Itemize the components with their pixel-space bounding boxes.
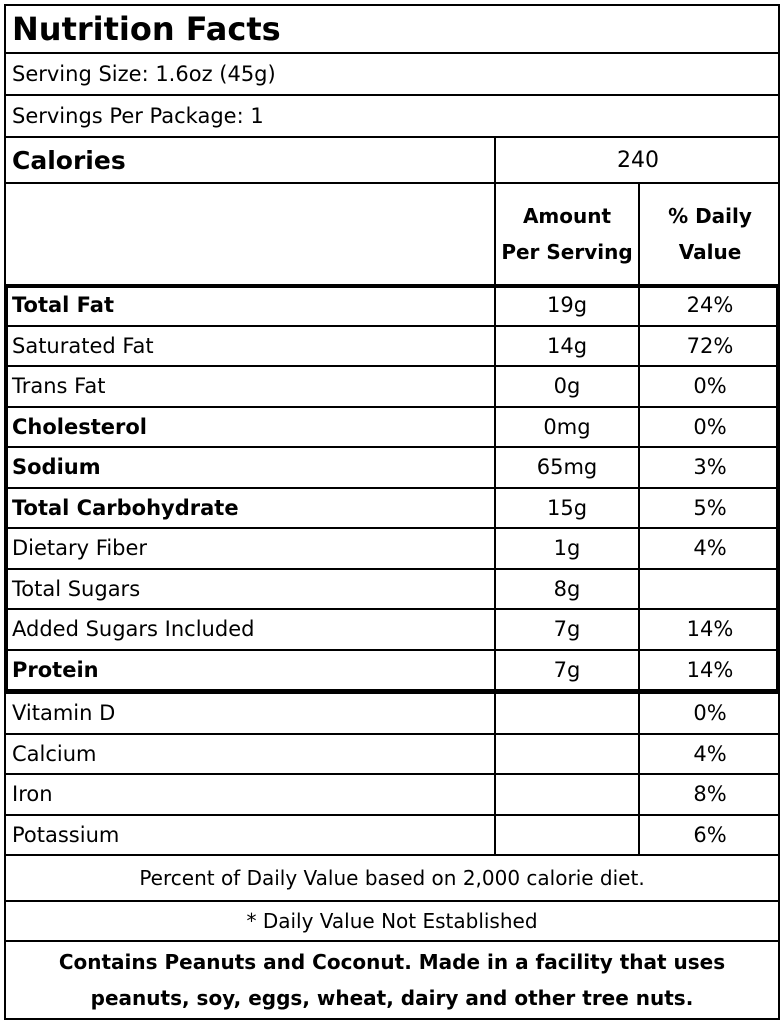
amount-header: Amount Per Serving <box>494 184 638 284</box>
nutrient-amount: 65mg <box>494 448 638 487</box>
nutrient-row: Total Fat 19g 24% <box>4 286 780 327</box>
nutrient-name: Protein <box>12 657 99 682</box>
nutrient-daily-value: 3% <box>638 448 780 487</box>
nutrient-daily-value: 14% <box>638 650 780 689</box>
column-header-row: Amount Per Serving % Daily Value <box>4 184 780 286</box>
calories-value: 240 <box>494 138 780 182</box>
nutrient-amount <box>494 734 638 773</box>
nutrient-name: Added Sugars Included <box>12 617 255 642</box>
nutrient-daily-value: 6% <box>638 815 780 854</box>
nutrient-daily-value: 0% <box>638 367 780 406</box>
nutrient-name: Iron <box>12 782 53 807</box>
serving-size-row: Serving Size: 1.6oz (45g) <box>4 54 780 96</box>
footnote-daily-value: Percent of Daily Value based on 2,000 ca… <box>139 866 645 890</box>
vitamin-row: Iron 8% <box>4 775 780 816</box>
nutrient-name: Total Carbohydrate <box>12 495 239 520</box>
servings-per-package: Servings Per Package: 1 <box>12 104 264 128</box>
nutrition-label: Nutrition Facts Serving Size: 1.6oz (45g… <box>4 4 780 1020</box>
nutrient-row: Trans Fat 0g 0% <box>4 367 780 408</box>
nutrient-name: Total Sugars <box>12 576 141 601</box>
nutrient-row: Cholesterol 0mg 0% <box>4 407 780 448</box>
allergen-row: Contains Peanuts and Coconut. Made in a … <box>4 942 780 1020</box>
serving-size: Serving Size: 1.6oz (45g) <box>12 62 276 86</box>
nutrient-daily-value: 0% <box>638 407 780 446</box>
nutrient-name: Dietary Fiber <box>12 536 148 561</box>
nutrient-amount: 8g <box>494 569 638 608</box>
nutrient-name: Sodium <box>12 455 101 480</box>
footnote-na-row: * Daily Value Not Established <box>4 902 780 942</box>
label-title: Nutrition Facts <box>12 10 281 48</box>
nutrient-row: Total Carbohydrate 15g 5% <box>4 488 780 529</box>
nutrient-amount: 1g <box>494 529 638 568</box>
servings-per-package-row: Servings Per Package: 1 <box>4 96 780 138</box>
nutrient-amount: 14g <box>494 326 638 365</box>
nutrient-amount <box>494 694 638 733</box>
nutrient-amount: 0mg <box>494 407 638 446</box>
nutrient-daily-value: 5% <box>638 488 780 527</box>
footnote-dv-row: Percent of Daily Value based on 2,000 ca… <box>4 856 780 902</box>
nutrient-name: Cholesterol <box>12 414 147 439</box>
nutrient-name: Calcium <box>12 741 97 766</box>
nutrient-daily-value: 4% <box>638 734 780 773</box>
nutrient-daily-value <box>638 569 780 608</box>
nutrient-row: Dietary Fiber 1g 4% <box>4 529 780 570</box>
nutrient-amount: 19g <box>494 286 638 325</box>
calories-label: Calories <box>12 145 126 175</box>
allergen-statement: Contains Peanuts and Coconut. Made in a … <box>58 950 726 1010</box>
nutrient-name: Potassium <box>12 822 120 847</box>
nutrient-daily-value: 14% <box>638 610 780 649</box>
nutrient-row: Protein 7g 14% <box>4 650 780 691</box>
daily-value-header: % Daily Value <box>638 184 780 284</box>
nutrient-amount <box>494 815 638 854</box>
vitamin-row: Potassium 6% <box>4 815 780 856</box>
footnote-not-established: * Daily Value Not Established <box>246 909 538 933</box>
header-blank <box>6 184 494 284</box>
calories-row: Calories 240 <box>4 138 780 184</box>
nutrient-row: Saturated Fat 14g 72% <box>4 326 780 367</box>
nutrient-daily-value: 8% <box>638 775 780 814</box>
nutrient-name: Vitamin D <box>12 701 116 726</box>
nutrient-amount: 15g <box>494 488 638 527</box>
title-row: Nutrition Facts <box>4 4 780 54</box>
nutrient-name: Trans Fat <box>12 374 106 399</box>
nutrient-row: Added Sugars Included 7g 14% <box>4 610 780 651</box>
nutrient-daily-value: 72% <box>638 326 780 365</box>
vitamin-row: Vitamin D 0% <box>4 694 780 735</box>
nutrient-name: Total Fat <box>12 293 115 318</box>
nutrient-daily-value: 0% <box>638 694 780 733</box>
nutrient-row: Sodium 65mg 3% <box>4 448 780 489</box>
nutrient-daily-value: 4% <box>638 529 780 568</box>
nutrient-amount: 0g <box>494 367 638 406</box>
vitamin-row: Calcium 4% <box>4 734 780 775</box>
nutrient-name: Saturated Fat <box>12 333 154 358</box>
nutrient-amount: 7g <box>494 610 638 649</box>
nutrient-daily-value: 24% <box>638 286 780 325</box>
nutrient-amount: 7g <box>494 650 638 689</box>
nutrient-row: Total Sugars 8g <box>4 569 780 610</box>
nutrient-amount <box>494 775 638 814</box>
